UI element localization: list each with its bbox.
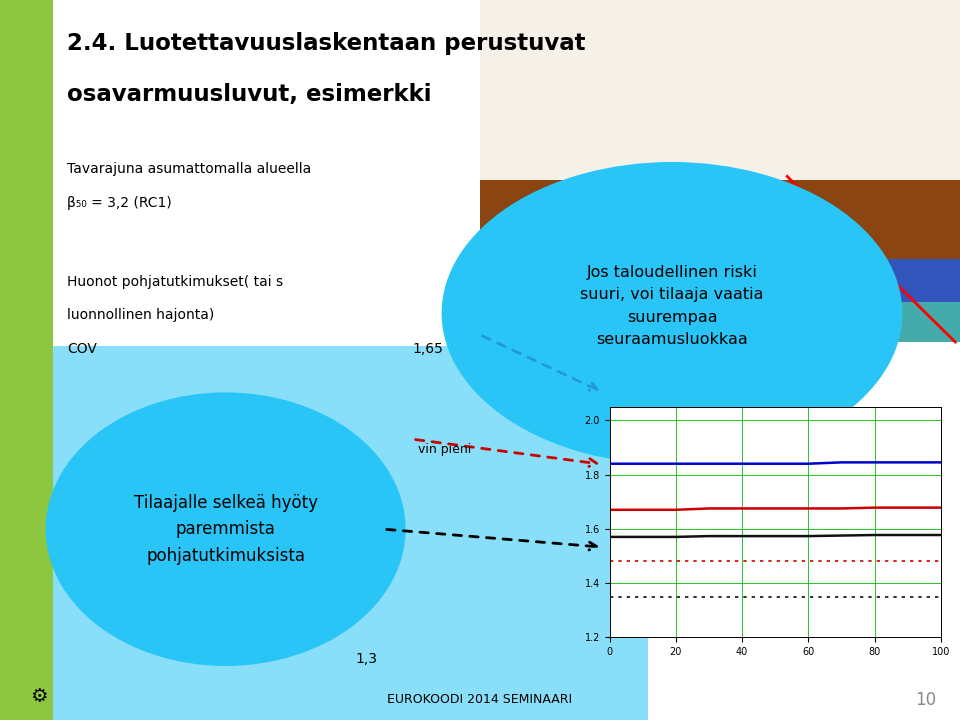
Text: 10: 10 — [915, 691, 936, 708]
Text: 1,3: 1,3 — [355, 652, 377, 665]
Bar — [480, 0, 960, 216]
Bar — [480, 180, 960, 263]
Bar — [53, 346, 648, 720]
Text: EUROKOODI 2014 SEMINAARI: EUROKOODI 2014 SEMINAARI — [388, 693, 572, 706]
Bar — [480, 259, 960, 306]
Text: luonnollinen hajonta): luonnollinen hajonta) — [67, 308, 214, 322]
Text: ⚙: ⚙ — [30, 688, 47, 706]
Text: 1,65: 1,65 — [413, 342, 444, 356]
Text: vin pieni: vin pieni — [418, 444, 470, 456]
Text: 2.4. Luotettavuuslaskentaan perustuvat: 2.4. Luotettavuuslaskentaan perustuvat — [67, 32, 586, 55]
Text: β₅₀ = 3,2 (RC1): β₅₀ = 3,2 (RC1) — [67, 196, 172, 210]
Ellipse shape — [45, 392, 406, 666]
Text: COV: COV — [67, 342, 97, 356]
Text: Huonot pohjatutkimukset( tai s: Huonot pohjatutkimukset( tai s — [67, 275, 283, 289]
Text: Tilaajalle selkeä hyöty
paremmista
pohjatutkimuksista: Tilaajalle selkeä hyöty paremmista pohja… — [133, 494, 318, 564]
Bar — [480, 302, 960, 342]
Ellipse shape — [442, 162, 902, 464]
Bar — [0, 0, 53, 720]
Text: osavarmuusluvut, esimerkki: osavarmuusluvut, esimerkki — [67, 83, 432, 106]
Text: Tavarajuna asumattomalla alueella: Tavarajuna asumattomalla alueella — [67, 162, 311, 176]
Text: Jos taloudellinen riski
suuri, voi tilaaja vaatia
suurempaa
seuraamusluokkaa: Jos taloudellinen riski suuri, voi tilaa… — [580, 265, 764, 347]
